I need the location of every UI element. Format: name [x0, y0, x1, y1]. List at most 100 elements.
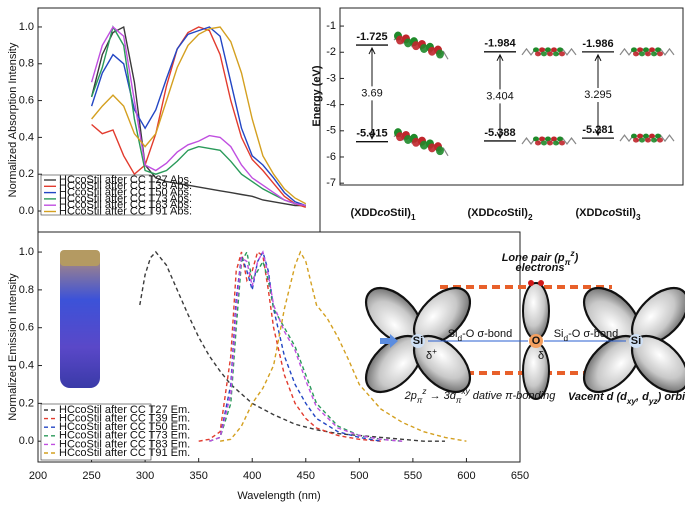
bond-label-part: Si: [554, 328, 564, 340]
group-label-part: co: [602, 207, 615, 219]
orbital-lobe: [639, 137, 645, 143]
dative-label-part: z: [421, 387, 427, 396]
data-line: [209, 249, 403, 442]
y-tick-label: -2: [326, 46, 336, 58]
orbital-lobe: [557, 47, 563, 53]
orbital-lobe: [436, 49, 444, 59]
gap-bg: [582, 88, 614, 103]
group-label: (XDDcoStil)2: [467, 207, 533, 222]
data-line: [139, 250, 445, 442]
legend-label: HCcoStil after CC T50 Em.: [59, 421, 190, 433]
partial-charge-part: +: [432, 347, 437, 356]
orbital-lobe: [651, 137, 657, 143]
arrow-head: [496, 53, 504, 140]
atom-label: Si: [631, 335, 641, 347]
orbital-lobe: [404, 134, 412, 144]
y-tick-label: 0.6: [19, 94, 34, 106]
orbital-lobe: [539, 136, 545, 142]
data-line: [198, 250, 381, 442]
orbital-lobe: [547, 51, 553, 57]
orbital-lobe: [535, 140, 541, 146]
orbital-lobe: [633, 137, 639, 143]
atom: [529, 334, 543, 348]
lone-pair-label: electrons: [516, 262, 565, 274]
dative-label: 2pπz → 3dπxy dative π-bonding: [404, 387, 557, 405]
plot-frame: [37, 231, 521, 463]
y-tick-label: 1.0: [19, 21, 34, 33]
group-label-part: (XDD: [575, 207, 602, 219]
dative-label-part: 2p: [404, 390, 417, 402]
x-tick-label: 650: [511, 470, 529, 482]
orbital-lobe: [420, 140, 428, 150]
vacant-label-part: Vacent d (d: [568, 391, 627, 403]
x-axis-label: Wavelength (nm): [237, 490, 320, 502]
atom: [629, 334, 643, 348]
orbital-lobe: [420, 43, 428, 53]
orbital-lobe: [553, 140, 559, 146]
orbital-lobe: [412, 137, 420, 147]
x-tick-label: 300: [136, 470, 154, 482]
vacant-label: Vacent d (dxy, dyz) orbitals: [568, 391, 685, 406]
orbital-lobe: [404, 38, 412, 48]
y-tick-label: 0.4: [19, 131, 34, 143]
x-tick-label: 500: [350, 470, 368, 482]
y-axis-label: Energy (eV): [311, 65, 323, 126]
x-tick-label: 250: [82, 470, 100, 482]
dative-label-part: → 3d: [427, 390, 457, 402]
data-line: [90, 25, 306, 207]
orbital-lobe: [559, 140, 565, 146]
y-tick-label: -7: [326, 177, 336, 189]
legend-label: HCcoStil after CC T27 Abs.: [59, 174, 192, 186]
y-tick-label: 0.8: [19, 58, 34, 70]
legend-label: HCcoStil after CC T50 Abs.: [59, 187, 192, 199]
orbital-lobe: [545, 136, 551, 142]
gap-label: 3.295: [584, 89, 612, 101]
dative-label-part: π: [417, 396, 423, 405]
vial-photo: [60, 250, 100, 388]
dative-label-part: π: [456, 396, 462, 405]
dative-label-part: dative π-bonding: [470, 390, 557, 402]
gap-bg: [356, 86, 388, 101]
group-label-part: 1: [411, 213, 416, 222]
orbital-lobe: [535, 51, 541, 57]
orbital-lobe: [637, 133, 643, 139]
group-label-part: Stil): [390, 207, 411, 219]
electron: [538, 280, 544, 286]
orbital-lobe: [541, 51, 547, 57]
bond-label-part: -O σ-bond: [568, 328, 618, 340]
gap-label: 3.69: [361, 87, 382, 99]
orbital-lobe: [412, 41, 420, 51]
legend-label: HCcoStil after CC T91 Em.: [59, 447, 190, 459]
y-axis-label: Normalized Absorption Intensity: [7, 42, 19, 197]
bond-label: Sid-O σ-bond: [448, 328, 513, 343]
orbital-lobe: [649, 47, 655, 53]
partial-charge-part: δ: [426, 350, 432, 362]
y-tick-label: -6: [326, 151, 336, 163]
partial-charge-part: δ: [538, 350, 544, 362]
bond-label-part: d: [457, 334, 462, 343]
data-line: [90, 25, 306, 207]
legend-box: [40, 174, 152, 216]
data-line: [219, 250, 467, 442]
y-tick-label: 0.0: [19, 435, 34, 447]
orbital-lobe: [651, 51, 657, 57]
orbital-lobe: [655, 47, 661, 53]
lumo-label: -1.725: [356, 31, 387, 43]
orbital-lobe: [545, 47, 551, 53]
bond-label-part: d: [563, 334, 568, 343]
orbital-lobe: [631, 133, 637, 139]
orbital-lobe: [533, 47, 539, 53]
y-tick-label: 0.4: [19, 359, 34, 371]
legend-label: HCcoStil after CC T83 Abs.: [59, 199, 192, 211]
legend-label: HCcoStil after CC T39 Abs.: [59, 180, 192, 192]
y-axis-label: Normalized Emission Intensity: [7, 273, 19, 421]
bond-label-part: -O σ-bond: [462, 328, 512, 340]
data-line: [90, 26, 307, 207]
orbital-lobe: [428, 143, 436, 153]
lumo-label: -1.984: [484, 38, 516, 50]
bond-label: Sid-O σ-bond: [554, 328, 619, 343]
group-label-part: 3: [636, 213, 641, 222]
input-arrow: [380, 334, 398, 348]
y-tick-label: -3: [326, 72, 336, 84]
